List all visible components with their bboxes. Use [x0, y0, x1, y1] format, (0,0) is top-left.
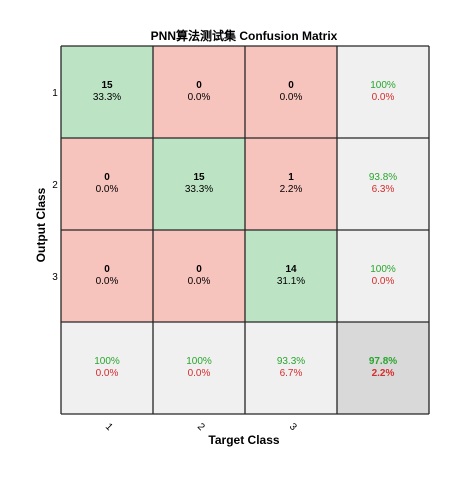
cell-background	[337, 46, 429, 138]
matrix-cell: 00.0%	[61, 230, 153, 322]
cell-count: 15	[101, 80, 113, 91]
cell-background	[61, 230, 153, 322]
cell-percent: 31.1%	[277, 276, 305, 287]
cell-percent: 0.0%	[188, 92, 211, 103]
matrix-cell: 100%0.0%	[61, 322, 153, 414]
row-error: 0.0%	[372, 92, 395, 103]
cell-percent: 0.0%	[188, 276, 211, 287]
cell-background	[61, 138, 153, 230]
matrix-cells: 1533.3%00.0%00.0%100%0.0%00.0%1533.3%12.…	[61, 46, 429, 414]
overall-accuracy: 97.8%	[369, 356, 397, 367]
cell-background	[61, 46, 153, 138]
x-tick-label: 1	[103, 421, 115, 433]
cell-background	[245, 230, 337, 322]
matrix-cell: 00.0%	[153, 46, 245, 138]
matrix-cell: 97.8%2.2%	[337, 322, 429, 414]
row-precision: 93.8%	[369, 172, 397, 183]
matrix-cell: 00.0%	[153, 230, 245, 322]
matrix-cell: 00.0%	[61, 138, 153, 230]
cell-background	[153, 322, 245, 414]
cell-count: 0	[104, 264, 110, 275]
cell-count: 0	[196, 264, 202, 275]
cell-percent: 0.0%	[280, 92, 303, 103]
x-tick-label: 2	[195, 421, 207, 433]
y-tick-label: 3	[52, 272, 58, 283]
matrix-cell: 100%0.0%	[337, 230, 429, 322]
cell-percent: 33.3%	[185, 184, 213, 195]
y-tick-label: 1	[52, 88, 58, 99]
col-error: 6.7%	[280, 368, 303, 379]
col-error: 0.0%	[96, 368, 119, 379]
cell-percent: 33.3%	[93, 92, 121, 103]
row-error: 0.0%	[372, 276, 395, 287]
row-error: 6.3%	[372, 184, 395, 195]
col-recall: 100%	[186, 356, 212, 367]
cell-count: 0	[288, 80, 294, 91]
matrix-cell: 100%0.0%	[153, 322, 245, 414]
y-tick-label: 2	[52, 180, 58, 191]
overall-error: 2.2%	[372, 368, 395, 379]
chart-title: PNN算法测试集 Confusion Matrix	[151, 28, 338, 43]
cell-background	[153, 46, 245, 138]
matrix-cell: 93.8%6.3%	[337, 138, 429, 230]
cell-percent: 0.0%	[96, 276, 119, 287]
cell-background	[153, 138, 245, 230]
col-recall: 93.3%	[277, 356, 305, 367]
y-axis-label: Output Class	[34, 187, 48, 262]
matrix-cell: 00.0%	[245, 46, 337, 138]
cell-background	[337, 138, 429, 230]
matrix-cell: 12.2%	[245, 138, 337, 230]
cell-background	[61, 322, 153, 414]
cell-count: 1	[288, 172, 294, 183]
matrix-gridlines	[60, 45, 430, 415]
col-recall: 100%	[94, 356, 120, 367]
cell-count: 0	[196, 80, 202, 91]
matrix-cell: 93.3%6.7%	[245, 322, 337, 414]
cell-background	[153, 230, 245, 322]
cell-background	[245, 322, 337, 414]
cell-background	[337, 322, 429, 414]
cell-background	[245, 46, 337, 138]
cell-background	[337, 230, 429, 322]
cell-percent: 2.2%	[280, 184, 303, 195]
cell-count: 15	[193, 172, 205, 183]
col-error: 0.0%	[188, 368, 211, 379]
x-axis-label: Target Class	[208, 433, 279, 447]
row-precision: 100%	[370, 264, 396, 275]
cell-percent: 0.0%	[96, 184, 119, 195]
x-tick-label: 3	[287, 421, 299, 433]
cell-count: 14	[285, 264, 297, 275]
cell-background	[245, 138, 337, 230]
row-precision: 100%	[370, 80, 396, 91]
cell-count: 0	[104, 172, 110, 183]
matrix-cell: 100%0.0%	[337, 46, 429, 138]
